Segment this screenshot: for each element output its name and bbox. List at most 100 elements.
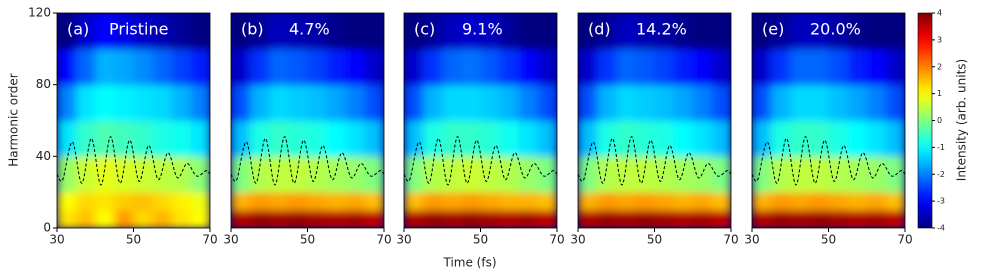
heat-cell [269,84,289,121]
heat-cell [828,192,849,211]
heat-cell [364,192,384,211]
heat-cell [442,13,462,50]
heat-cell [809,48,829,86]
heat-cell [152,156,173,193]
heat-cell [711,13,731,50]
heat-cell [423,48,443,86]
heat-cell [771,13,791,50]
y-tick-label: 0 [43,221,51,235]
heat-cell [597,156,617,193]
heat-cell [578,84,598,121]
heat-cell [673,192,694,211]
heat-cell [326,120,347,157]
heat-cell [231,120,251,157]
heat-cell [771,48,791,86]
heat-cell [404,48,424,86]
heat-cell [307,13,328,50]
heat-cell [133,192,154,211]
x-tick-label: 70 [897,233,912,247]
heat-cell [423,84,443,121]
heat-cell [288,192,308,211]
heat-cell [692,210,713,228]
heat-cell [537,13,557,50]
heat-cell [269,120,289,157]
heat-cell [809,120,829,157]
heat-cell [95,48,115,86]
heat-cell [307,192,328,211]
x-tick-label: 50 [647,233,662,247]
heat-cell [269,156,289,193]
heat-cell [57,13,77,50]
heat [404,13,557,228]
x-tick-label: 30 [396,233,411,247]
heat-cell [752,120,772,157]
heat-cell [190,84,210,121]
heat-cell [771,156,791,193]
heat-cell [480,120,501,157]
heat-cell [423,156,443,193]
panel [57,13,210,228]
heat [578,13,731,228]
heat-cell [326,210,347,228]
heat-cell [654,192,675,211]
panel [231,13,384,228]
heat-cell [364,120,384,157]
heat-cell [345,120,366,157]
heat-cell [635,210,655,228]
heat-cell [423,120,443,157]
panel-label: (d) [588,20,611,39]
heat-cell [790,48,810,86]
heat-cell [518,192,539,211]
heat-cell [133,48,154,86]
heat-cell [76,120,96,157]
heat-cell [537,156,557,193]
heat-cell [635,192,655,211]
heat-cell [616,192,636,211]
heat-cell [790,120,810,157]
heat-cell [364,210,384,228]
heat-cell [326,156,347,193]
heat-cell [190,13,210,50]
heat-cell [480,210,501,228]
heat-cell [250,210,270,228]
heat-cell [231,210,251,228]
heat-cell [95,13,115,50]
heat-cell [809,84,829,121]
heat-cell [288,48,308,86]
heat-cell [423,210,443,228]
heat-cell [480,192,501,211]
heat-cell [461,13,481,50]
heat-cell [597,13,617,50]
heat-cell [76,192,96,211]
heat-cell [95,210,115,228]
heat-cell [250,156,270,193]
colorbar-label: Intensity (arb. units) [955,59,969,181]
heat-cell [57,120,77,157]
heat-cell [635,84,655,121]
heat-cell [95,156,115,193]
heat-cell [771,84,791,121]
heat-cell [57,84,77,121]
heat-cell [654,84,675,121]
heat-cell [442,210,462,228]
heat-cell [499,156,520,193]
heat-cell [345,156,366,193]
heat-cell [404,192,424,211]
heat-cell [866,84,887,121]
colorbar-tick-label: -2 [937,170,945,179]
heat-cell [578,13,598,50]
heat-cell [269,13,289,50]
heat-cell [250,192,270,211]
colorbar [917,12,933,229]
heat-cell [847,48,868,86]
heat-cell [114,156,134,193]
heat-cell [404,156,424,193]
heat-cell [171,13,192,50]
heat-cell [231,192,251,211]
heat-cell [752,13,772,50]
heat-cell [597,84,617,121]
heat-cell [326,48,347,86]
heat-cell [95,120,115,157]
heat-cell [790,192,810,211]
